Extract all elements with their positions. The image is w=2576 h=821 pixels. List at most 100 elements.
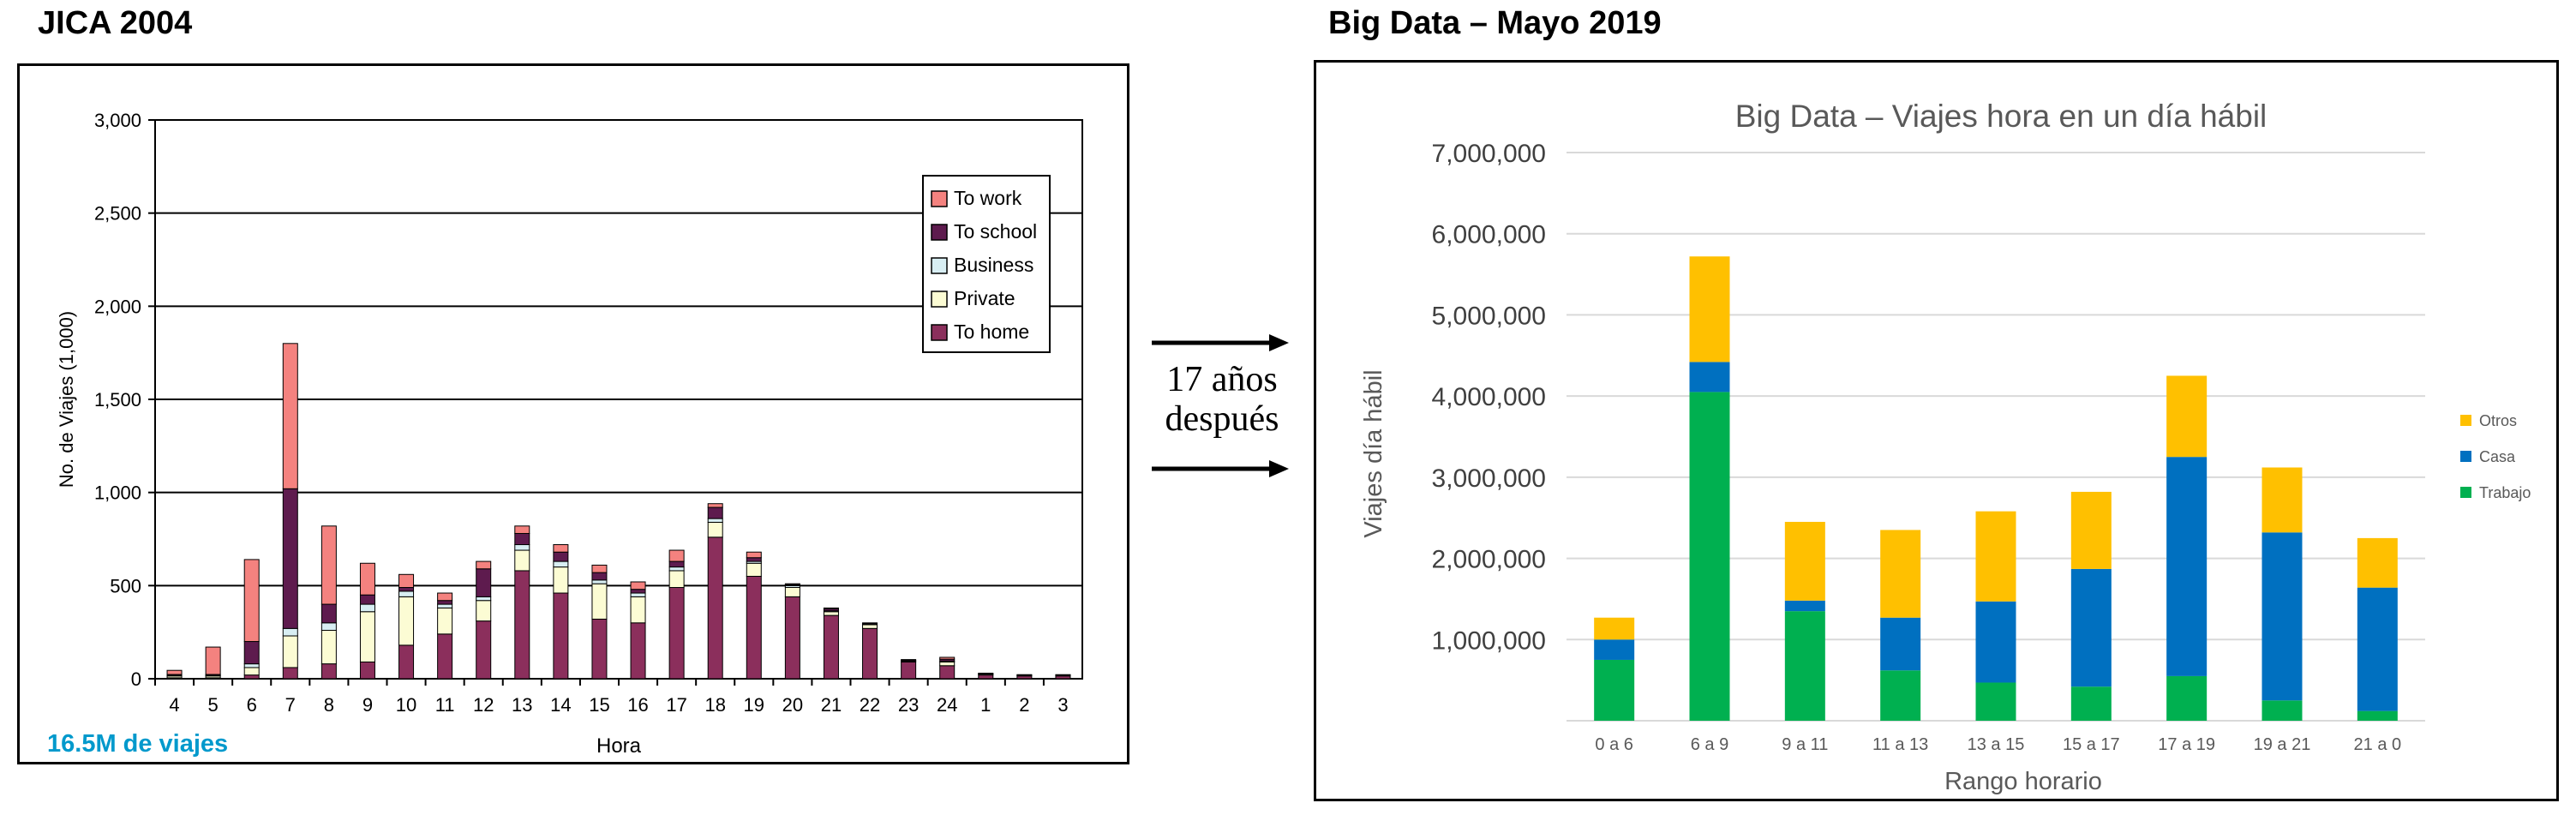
bar-segment	[1880, 670, 1921, 721]
bar-segment	[862, 627, 878, 680]
x-tick-label: 15	[589, 694, 609, 716]
bar-segment	[707, 536, 723, 680]
bar-segment	[553, 592, 569, 680]
x-tick-label: 17	[666, 694, 686, 716]
x-tick-label: 6 a 9	[1691, 735, 1728, 754]
x-tick-label: 18	[704, 694, 725, 716]
bar-segment	[668, 566, 685, 572]
bar-segment	[2166, 675, 2208, 721]
bar-segment	[282, 627, 298, 637]
bar-segment	[398, 587, 415, 592]
bar-segment	[398, 573, 415, 589]
bar-segment	[2166, 457, 2208, 676]
x-tick-label: 19 a 21	[2254, 735, 2311, 754]
x-tick-label: 10	[396, 694, 416, 716]
y-tick-label: 6,000,000	[1432, 221, 1546, 249]
left-heading: JICA 2004	[38, 5, 193, 41]
x-tick-label: 20	[782, 694, 803, 716]
x-tick-label: 22	[860, 694, 880, 716]
bar-segment	[2261, 467, 2303, 533]
bar-segment	[243, 674, 260, 680]
x-tick-label: 21 a 0	[2354, 735, 2402, 754]
bar-segment	[630, 581, 646, 590]
bar-segment	[476, 600, 492, 622]
bar-segment	[901, 661, 917, 680]
legend-label: To work	[954, 187, 1022, 209]
bar-segment	[359, 661, 375, 680]
bar-segment	[437, 633, 453, 680]
bar-segment	[2070, 568, 2112, 687]
bar-segment	[591, 583, 608, 620]
bar-segment	[476, 596, 492, 602]
bar-segment	[359, 611, 375, 662]
legend-label: To school	[954, 220, 1037, 243]
x-tick-label: 4	[169, 694, 179, 716]
x-tick-label: 21	[821, 694, 842, 716]
bar-segment	[1880, 617, 1921, 671]
y-tick-label: 5,000,000	[1432, 302, 1546, 330]
jica-chart-frame: 0 500 1,000 1,500 2,000 2,500 3,000 4 5 6 7 8 9 10 11 1…	[17, 63, 1129, 764]
bar-segment	[939, 656, 956, 660]
bar-segment	[282, 343, 298, 489]
bar-segment	[243, 667, 260, 676]
bar-segment	[2070, 686, 2112, 721]
bar-segment	[1689, 392, 1730, 721]
legend-label: Private	[954, 287, 1015, 309]
legend-label: Trabajo	[2479, 484, 2531, 501]
bar-segment	[784, 587, 800, 597]
bar-segment	[591, 618, 608, 680]
x-tick-label: 8	[324, 694, 334, 716]
x-tick-label: 12	[473, 694, 494, 716]
bar-segment	[1689, 362, 1730, 393]
bar-segment	[2357, 537, 2398, 588]
y-tick-label: 7,000,000	[1432, 140, 1546, 168]
y-tick-label: 1,000,000	[1432, 626, 1546, 655]
bar-segment	[823, 614, 839, 680]
bar-segment	[398, 590, 415, 597]
arrows	[1152, 334, 1289, 477]
bar-segment	[282, 635, 298, 668]
x-tick-label: 11 a 13	[1872, 735, 1928, 754]
bar-segment	[437, 607, 453, 635]
bar-segment	[707, 518, 723, 523]
bar-segment	[282, 667, 298, 680]
x-axis-title: Rango horario	[1944, 768, 2102, 795]
bar-segment	[707, 521, 723, 538]
x-tick-label: 6	[247, 694, 257, 716]
bar-segment	[630, 622, 646, 680]
bar-segment	[591, 579, 608, 584]
bar-segment	[514, 532, 530, 546]
y-tick-label: 2,500	[94, 203, 141, 225]
bar-segment	[1975, 511, 2016, 602]
bar-segment	[243, 663, 260, 668]
bar-segment	[939, 661, 956, 667]
later-label: después	[1165, 399, 1279, 439]
bar-segment	[553, 551, 569, 562]
bar-segment	[1594, 639, 1635, 660]
bar-segment	[437, 600, 453, 605]
bar-segment	[591, 572, 608, 581]
bar-segment	[282, 488, 298, 629]
bar-segment	[978, 674, 994, 680]
total-trips-annotation: 16.5M de viajes	[47, 730, 228, 758]
legend-label: Otros	[2479, 412, 2517, 429]
legend-swatch	[931, 190, 948, 207]
bar-segment	[2357, 710, 2398, 721]
bar-segment	[707, 503, 723, 508]
x-tick-label: 9	[362, 694, 373, 716]
legend-label: Casa	[2479, 448, 2516, 465]
legend-label: Business	[954, 254, 1033, 276]
legend-swatch	[2460, 415, 2471, 426]
y-tick-label: 500	[110, 575, 141, 596]
bar-segment	[630, 589, 646, 594]
bar-segment	[939, 665, 956, 680]
bar-segment	[553, 544, 569, 553]
y-tick-label: 3,000,000	[1432, 464, 1546, 493]
bar-segment	[398, 644, 415, 680]
bar-segment	[514, 525, 530, 534]
bar-segment	[1784, 521, 1825, 601]
bar-segment	[2070, 491, 2112, 569]
x-tick-label: 19	[744, 694, 764, 716]
bar-segment	[668, 560, 685, 568]
